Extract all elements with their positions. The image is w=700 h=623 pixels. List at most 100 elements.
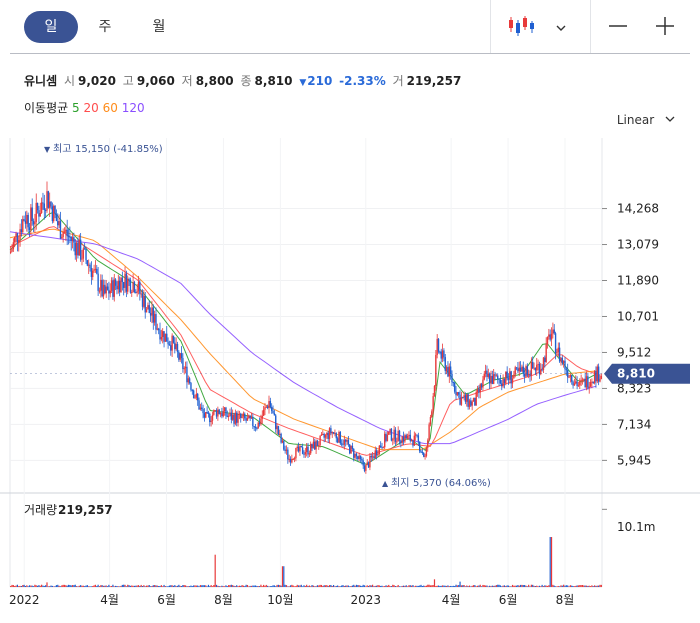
current-price-label: 8,810 — [617, 367, 655, 381]
candle-body — [369, 455, 371, 468]
change-arrow-icon: ▼ — [299, 78, 307, 88]
chart-style-dropdown[interactable] — [555, 18, 567, 37]
candle-body — [505, 371, 507, 384]
ma-60-label[interactable]: 60 — [102, 101, 118, 115]
volume-bar — [454, 585, 456, 587]
volume-bar — [110, 585, 113, 587]
volume-bar — [354, 585, 356, 587]
volume-bar — [310, 586, 312, 587]
volume-bar — [446, 585, 448, 587]
candle-body — [229, 412, 231, 416]
candle-body — [410, 440, 413, 442]
candlestick-icon[interactable] — [507, 14, 535, 42]
price-tick-label: 5,945 — [617, 453, 651, 467]
candle-body — [291, 459, 293, 463]
volume-bar — [123, 584, 125, 587]
candle-body — [162, 331, 164, 337]
chevron-down-icon — [556, 25, 566, 31]
volume-bar — [362, 584, 364, 587]
volume-bar — [331, 585, 333, 587]
candle-body — [109, 290, 111, 294]
volume-bar — [413, 586, 415, 587]
candle-body — [332, 432, 335, 434]
volume-bar — [436, 585, 438, 587]
volume-bar — [86, 585, 88, 587]
candle-body — [226, 415, 228, 417]
volume-bar — [480, 586, 483, 587]
volume-bar — [135, 585, 137, 587]
volume-bar — [316, 585, 319, 587]
ma-5-label[interactable]: 5 — [72, 101, 80, 115]
tab-daily[interactable]: 일 — [24, 11, 78, 43]
volume-bar — [221, 585, 223, 587]
candle-body — [351, 445, 354, 449]
candle-body — [19, 229, 21, 240]
candle-body — [55, 213, 58, 222]
volume-bar — [502, 585, 504, 587]
volume-bar — [412, 585, 414, 587]
candle-body — [125, 273, 128, 292]
volume-bar — [43, 585, 45, 587]
volume-bar — [154, 585, 156, 587]
volume-bar — [47, 586, 49, 587]
candle-body — [51, 206, 54, 222]
volume-bar — [511, 584, 514, 587]
volume-bar — [358, 585, 360, 587]
candle-body — [525, 366, 527, 377]
volume-bar — [272, 585, 274, 587]
tab-weekly[interactable]: 주 — [98, 19, 112, 35]
volume-bar — [544, 585, 546, 587]
volume-bar — [537, 586, 539, 587]
volume-bar — [546, 585, 549, 587]
volume-bar — [203, 585, 206, 587]
volume-bar — [476, 585, 479, 587]
time-tick-label: 10월 — [267, 593, 293, 607]
volume-bar — [237, 586, 239, 587]
time-tick-label: 6월 — [499, 593, 518, 607]
volume-bar — [300, 584, 302, 587]
volume-bar — [245, 584, 247, 587]
candle-body — [114, 279, 117, 286]
volume-bar — [598, 585, 600, 587]
candle-body — [11, 249, 13, 252]
volume-bar — [217, 585, 219, 587]
volume-bar — [540, 586, 542, 587]
volume-bar — [482, 584, 484, 587]
volume-bar — [428, 584, 430, 587]
candle-body — [289, 458, 292, 463]
candle-body — [314, 441, 316, 450]
zoom-out-button[interactable] — [608, 16, 628, 40]
candle-body — [584, 378, 586, 388]
volume-bar — [69, 584, 71, 587]
candle-body — [144, 295, 146, 313]
volume-bar — [505, 586, 507, 587]
candle-body — [300, 445, 302, 448]
candle-body — [67, 236, 70, 238]
candle-body — [328, 428, 331, 439]
ma-120-label[interactable]: 120 — [121, 101, 145, 115]
candle-body — [448, 366, 450, 377]
volume-bar — [441, 585, 444, 587]
volume-bar — [119, 586, 121, 587]
volume-bar — [330, 584, 332, 587]
volume-bar — [184, 585, 187, 587]
tab-monthly[interactable]: 월 — [152, 19, 166, 35]
candle-body — [443, 350, 445, 358]
volume-bar — [24, 585, 27, 587]
candle-body — [456, 392, 459, 396]
candle-body — [560, 357, 562, 362]
ma-20-label[interactable]: 20 — [83, 101, 99, 115]
candle-body — [575, 381, 577, 384]
volume-bar — [101, 585, 103, 587]
volume-bar — [568, 586, 570, 587]
candle-body — [241, 416, 243, 418]
candle-body — [249, 415, 251, 419]
scale-selector[interactable]: Linear — [617, 113, 676, 127]
volume-bar — [244, 586, 246, 587]
volume-bar — [246, 584, 249, 587]
volume-bar — [39, 585, 41, 587]
zoom-in-button[interactable] — [655, 16, 675, 40]
candle-body — [466, 394, 468, 402]
change-percent: -2.33% — [339, 74, 386, 88]
volume-bar — [483, 585, 485, 587]
